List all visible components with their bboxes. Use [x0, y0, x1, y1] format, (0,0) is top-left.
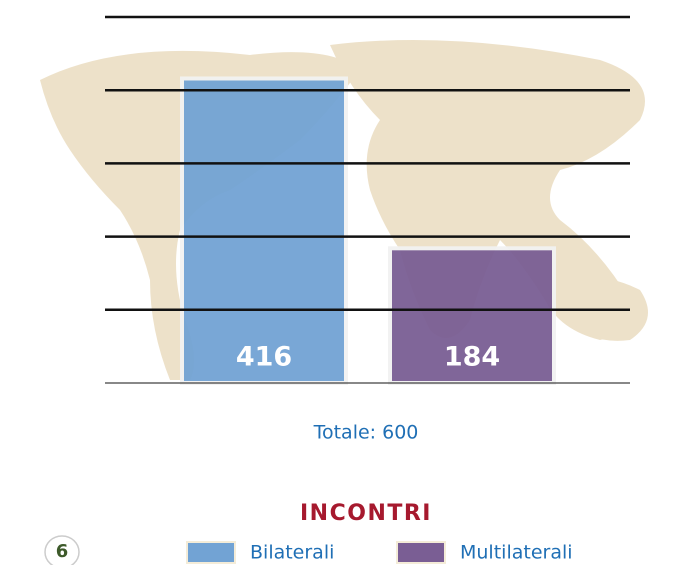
legend-swatch [186, 541, 236, 564]
total-label: Totale: 600 [313, 422, 419, 444]
legend-label: Multilaterali [460, 542, 573, 564]
legend-label: Bilaterali [250, 542, 334, 564]
data-label: 416 [236, 342, 292, 373]
bar [388, 246, 556, 385]
data-label: 184 [444, 342, 500, 373]
page-badge [44, 535, 80, 565]
chart-title: INCONTRI [300, 501, 432, 526]
legend-swatch [396, 541, 446, 564]
bar [180, 76, 348, 385]
page-number: 6 [56, 541, 69, 562]
